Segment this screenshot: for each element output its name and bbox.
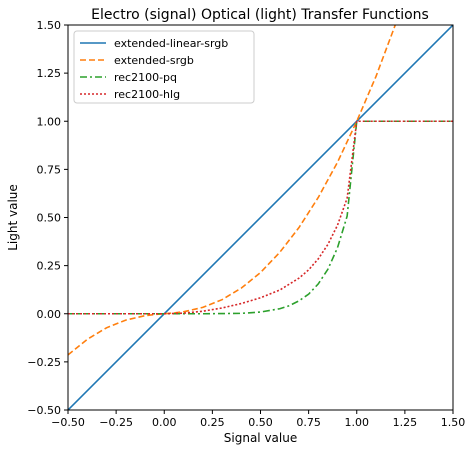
y-tick-label: 1.00 — [37, 115, 62, 128]
x-tick-label: 1.50 — [441, 416, 466, 429]
x-axis: −0.50 −0.25 0.00 0.25 0.50 0.75 1.00 1.25 1.50 — [51, 410, 465, 429]
x-tick-label: 1.00 — [345, 416, 370, 429]
y-tick-label: 0.00 — [37, 308, 62, 321]
series-layer — [68, 25, 453, 410]
y-axis: −0.50 −0.25 0.00 0.25 0.50 0.75 1.00 1.25 1.50 — [27, 19, 68, 417]
x-tick-label: 0.50 — [248, 416, 273, 429]
series-line-extended-srgb — [68, 25, 396, 356]
x-tick-label: 0.75 — [296, 416, 321, 429]
x-tick-label: −0.25 — [99, 416, 133, 429]
y-tick-label: 1.50 — [37, 19, 62, 32]
legend-label: rec2100-hlg — [114, 88, 180, 101]
series-line-extended-linear-srgb — [68, 25, 453, 410]
y-tick-label: −0.50 — [27, 404, 61, 417]
y-axis-label: Light value — [6, 184, 20, 251]
series-line-rec2100-hlg — [68, 120, 453, 315]
y-tick-label: −0.25 — [27, 356, 61, 369]
legend-label: rec2100-pq — [114, 71, 177, 84]
x-tick-label: −0.50 — [51, 416, 85, 429]
legend-label: extended-linear-srgb — [114, 37, 228, 50]
y-tick-label: 0.75 — [37, 163, 62, 176]
y-tick-label: 1.25 — [37, 67, 62, 80]
series-line-rec2100-pq — [68, 120, 453, 315]
x-axis-label: Signal value — [224, 431, 297, 445]
x-tick-label: 1.25 — [393, 416, 418, 429]
legend: extended-linear-srgb extended-srgb rec2100… — [73, 30, 255, 104]
x-tick-label: 0.00 — [152, 416, 177, 429]
legend-box — [73, 30, 255, 104]
chart-title: Electro (signal) Optical (light) Transfe… — [91, 7, 429, 23]
x-tick-label: 0.25 — [200, 416, 225, 429]
y-tick-label: 0.25 — [37, 260, 62, 273]
y-tick-label: 0.50 — [37, 212, 62, 225]
legend-label: extended-srgb — [114, 54, 194, 67]
